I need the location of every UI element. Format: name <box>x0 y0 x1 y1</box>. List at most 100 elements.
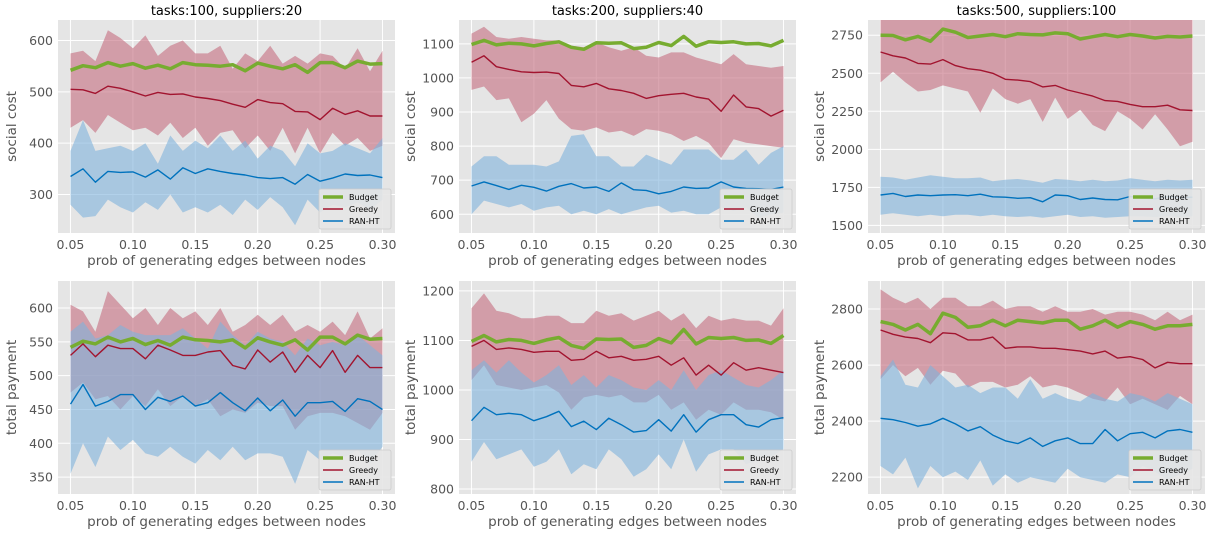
legend-label-greedy: Greedy <box>750 466 779 475</box>
legend: Budget Greedy RAN-HT <box>1128 188 1202 230</box>
y-tick-label: 1750 <box>831 180 863 195</box>
data-layer <box>69 30 383 226</box>
y-tick-label: 450 <box>29 402 53 417</box>
band-ranht <box>471 360 784 477</box>
x-tick-label: 0.25 <box>306 237 334 252</box>
series-line-budget <box>880 27 1193 44</box>
x-tick-label: 0.15 <box>181 498 209 513</box>
series-line-budget <box>880 311 1193 336</box>
data-layer <box>470 293 785 477</box>
x-axis-label: prob of generating edges between nodes <box>897 253 1176 269</box>
legend-box <box>318 449 392 491</box>
legend: Budget Greedy RAN-HT <box>318 188 392 230</box>
legend-box <box>1128 449 1202 491</box>
x-tick-label: 0.05 <box>458 498 486 513</box>
legend-box <box>1128 188 1202 230</box>
band-ranht <box>880 359 1193 489</box>
data-layer <box>880 289 1193 489</box>
y-tick-label: 2600 <box>831 358 863 373</box>
series-line-greedy <box>471 55 784 117</box>
y-tick-label: 300 <box>29 187 53 202</box>
data-layer <box>470 26 785 218</box>
series-line-ranht <box>880 417 1193 448</box>
series-line-budget <box>470 34 785 52</box>
chart-panel-3: 0.05 0.10 0.15 0.20 0.25 0.30 1500 1750 2000 2250… <box>812 4 1207 269</box>
legend-label-budget: Budget <box>349 454 378 463</box>
x-tick-label: 0.10 <box>119 237 147 252</box>
legend-label-budget: Budget <box>349 193 378 202</box>
x-tick-label: 0.30 <box>1179 237 1207 252</box>
x-tick-label: 0.15 <box>582 498 610 513</box>
series-line-greedy <box>880 329 1193 369</box>
band-greedy <box>70 30 383 154</box>
series-line-budget <box>69 59 383 75</box>
legend: Budget Greedy RAN-HT <box>719 449 793 491</box>
legend-label-ranht: RAN-HT <box>1159 478 1190 487</box>
x-axis-label: prob of generating edges between nodes <box>87 514 366 530</box>
legend-box <box>719 188 793 230</box>
chart-panel-2: 0.05 0.10 0.15 0.20 0.25 0.30 600 700 800 900 1000… <box>403 4 797 269</box>
y-tick-label: 400 <box>29 436 53 451</box>
x-tick-label: 0.05 <box>867 237 895 252</box>
x-tick-label: 0.15 <box>991 237 1019 252</box>
legend-box <box>318 188 392 230</box>
y-tick-label: 2400 <box>831 414 863 429</box>
y-tick-label: 600 <box>29 33 53 48</box>
y-axis-label: social cost <box>4 91 20 162</box>
legend-label-greedy: Greedy <box>750 205 779 214</box>
y-axis-label: total payment <box>4 340 20 435</box>
series-line-ranht <box>471 181 784 195</box>
y-axis-label: social cost <box>403 91 419 162</box>
y-axis-label: social cost <box>812 91 828 162</box>
x-tick-label: 0.05 <box>57 498 85 513</box>
x-tick-label: 0.30 <box>770 237 798 252</box>
legend-label-greedy: Greedy <box>1159 205 1188 214</box>
legend-label-ranht: RAN-HT <box>750 478 781 487</box>
x-tick-label: 0.25 <box>707 498 735 513</box>
legend: Budget Greedy RAN-HT <box>318 449 392 491</box>
y-tick-label: 1500 <box>831 218 863 233</box>
y-tick-label: 2250 <box>831 104 863 119</box>
legend-label-greedy: Greedy <box>349 466 378 475</box>
chart-panel-5: 0.05 0.10 0.15 0.20 0.25 0.30 800 900 1000 1100 12… <box>403 281 797 530</box>
x-tick-label: 0.10 <box>929 237 957 252</box>
band-greedy <box>880 20 1193 147</box>
chart-title: tasks:100, suppliers:20 <box>151 4 302 19</box>
band-ranht <box>70 321 383 484</box>
data-layer <box>880 20 1193 218</box>
chart-panel-6: 0.05 0.10 0.15 0.20 0.25 0.30 2200 2400 2600 2800… <box>812 281 1206 530</box>
y-tick-label: 600 <box>430 207 454 222</box>
series-line-ranht <box>470 406 784 433</box>
data-layer <box>69 291 383 484</box>
chart-title: tasks:200, suppliers:40 <box>552 4 703 19</box>
x-tick-label: 0.30 <box>369 237 397 252</box>
legend-label-budget: Budget <box>1159 454 1188 463</box>
x-tick-label: 0.15 <box>991 498 1019 513</box>
series-line-ranht <box>69 383 383 417</box>
x-tick-label: 0.30 <box>1179 498 1207 513</box>
x-axis-label: prob of generating edges between nodes <box>87 253 366 269</box>
x-tick-label: 0.10 <box>119 498 147 513</box>
y-tick-label: 700 <box>430 173 454 188</box>
legend-label-ranht: RAN-HT <box>1159 217 1190 226</box>
series-line-budget <box>470 327 785 351</box>
legend-label-budget: Budget <box>1159 193 1188 202</box>
x-tick-label: 0.05 <box>458 237 486 252</box>
x-tick-label: 0.05 <box>867 498 895 513</box>
y-tick-label: 1000 <box>422 382 454 397</box>
y-axis-label: total payment <box>812 340 828 435</box>
y-tick-label: 800 <box>430 139 454 154</box>
y-tick-label: 1000 <box>422 70 454 85</box>
y-tick-label: 2200 <box>831 470 863 485</box>
legend-label-budget: Budget <box>750 454 779 463</box>
x-tick-label: 0.25 <box>306 498 334 513</box>
y-tick-label: 350 <box>29 470 53 485</box>
legend-label-greedy: Greedy <box>349 205 378 214</box>
y-tick-label: 900 <box>430 105 454 120</box>
y-tick-label: 2500 <box>831 66 863 81</box>
x-tick-label: 0.15 <box>582 237 610 252</box>
series-line-greedy <box>70 343 383 373</box>
chart-panel-1: 0.05 0.10 0.15 0.20 0.25 0.30 300 400 500 600 task… <box>4 4 396 269</box>
x-axis-label: prob of generating edges between nodes <box>488 514 767 530</box>
legend-label-ranht: RAN-HT <box>349 478 380 487</box>
